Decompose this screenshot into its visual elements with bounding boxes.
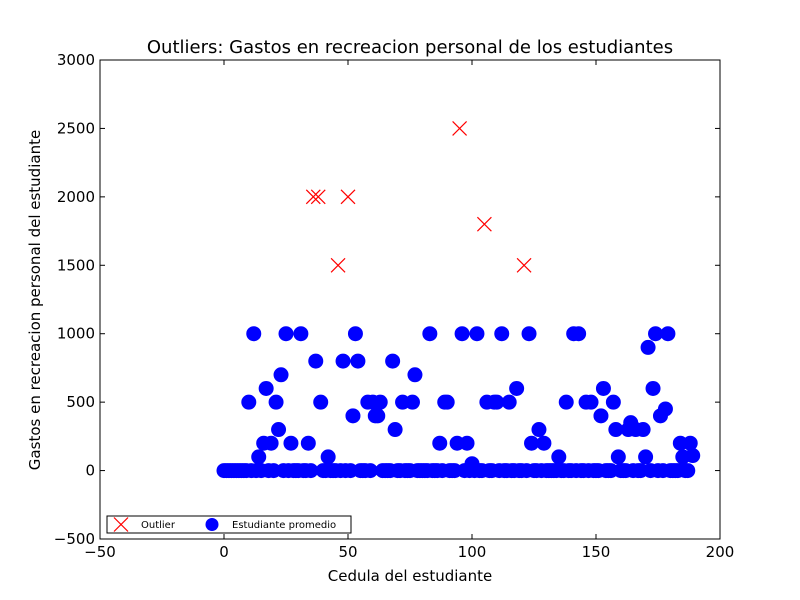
data-point-estudiante bbox=[660, 326, 676, 342]
data-point-estudiante bbox=[385, 353, 401, 369]
data-point-estudiante bbox=[251, 449, 267, 465]
data-point-estudiante bbox=[610, 449, 626, 465]
data-point-estudiante bbox=[268, 394, 284, 410]
data-point-estudiante bbox=[638, 449, 654, 465]
x-tick-label: 150 bbox=[582, 543, 611, 561]
data-point-estudiante bbox=[640, 339, 656, 355]
data-point-estudiante bbox=[293, 326, 309, 342]
data-point-outlier bbox=[476, 216, 492, 232]
data-point-estudiante bbox=[258, 380, 274, 396]
data-point-outlier bbox=[310, 189, 326, 205]
y-tick-label: 2500 bbox=[57, 119, 95, 137]
data-point-estudiante bbox=[246, 326, 262, 342]
data-point-estudiante bbox=[370, 408, 386, 424]
data-point-estudiante bbox=[459, 435, 475, 451]
data-point-estudiante bbox=[605, 394, 621, 410]
data-point-estudiante bbox=[422, 326, 438, 342]
data-point-estudiante bbox=[241, 394, 257, 410]
y-tick-label: 2000 bbox=[57, 188, 95, 206]
data-point-estudiante bbox=[278, 326, 294, 342]
x-tick-label: 100 bbox=[458, 543, 487, 561]
x-axis-label: Cedula del estudiante bbox=[328, 567, 492, 585]
data-point-estudiante bbox=[645, 380, 661, 396]
plot-frame bbox=[99, 59, 721, 540]
x-tick-label: 0 bbox=[219, 543, 229, 561]
data-marks bbox=[216, 121, 701, 479]
data-point-estudiante bbox=[571, 326, 587, 342]
data-point-estudiante bbox=[680, 463, 696, 479]
data-point-estudiante bbox=[682, 435, 698, 451]
data-point-estudiante bbox=[345, 408, 361, 424]
data-point-estudiante bbox=[271, 422, 287, 438]
data-point-estudiante bbox=[387, 422, 403, 438]
data-point-estudiante bbox=[454, 326, 470, 342]
data-point-estudiante bbox=[595, 380, 611, 396]
data-point-outlier bbox=[305, 189, 321, 205]
data-point-outlier bbox=[330, 257, 346, 273]
y-tick-label: 1000 bbox=[57, 325, 95, 343]
data-point-estudiante bbox=[509, 380, 525, 396]
data-point-estudiante bbox=[308, 353, 324, 369]
data-point-estudiante bbox=[657, 401, 673, 417]
chart-title: Outliers: Gastos en recreacion personal … bbox=[147, 37, 673, 58]
data-point-estudiante bbox=[439, 394, 455, 410]
data-point-estudiante bbox=[407, 367, 423, 383]
data-point-estudiante bbox=[320, 449, 336, 465]
axis-ticks: −50 0 50 100 150 200−500050010001500200025003… bbox=[54, 51, 735, 561]
data-point-estudiante bbox=[300, 435, 316, 451]
data-point-estudiante bbox=[531, 422, 547, 438]
legend-marker-outlier bbox=[113, 517, 129, 532]
data-point-estudiante bbox=[263, 435, 279, 451]
x-tick-label: 50 bbox=[338, 543, 357, 561]
y-tick-label: 500 bbox=[66, 393, 95, 411]
data-point-estudiante bbox=[593, 408, 609, 424]
legend-label: Estudiante promedio bbox=[232, 520, 336, 531]
data-point-estudiante bbox=[432, 435, 448, 451]
legend: Outlier Estudiante promedio bbox=[106, 515, 352, 534]
data-point-outlier bbox=[452, 121, 468, 136]
y-tick-label: 0 bbox=[85, 462, 95, 480]
data-point-estudiante bbox=[469, 326, 485, 342]
data-point-estudiante bbox=[583, 394, 599, 410]
data-point-estudiante bbox=[521, 326, 537, 342]
data-point-estudiante bbox=[273, 367, 289, 383]
data-point-estudiante bbox=[494, 326, 510, 342]
data-point-estudiante bbox=[283, 435, 299, 451]
x-tick-label: −50 bbox=[84, 543, 116, 561]
data-point-estudiante bbox=[551, 449, 567, 465]
data-point-estudiante bbox=[635, 422, 651, 438]
y-tick-label: 1500 bbox=[57, 256, 95, 274]
y-axis-label: Gastos en recreacion personal del estudi… bbox=[26, 130, 44, 470]
data-point-estudiante bbox=[536, 435, 552, 451]
legend-label: Outlier bbox=[141, 520, 176, 531]
y-tick-label: −500 bbox=[54, 530, 95, 548]
data-point-estudiante bbox=[303, 463, 319, 479]
data-point-estudiante bbox=[489, 394, 505, 410]
data-point-estudiante bbox=[685, 448, 701, 464]
data-point-estudiante bbox=[558, 394, 574, 410]
data-point-estudiante bbox=[350, 353, 366, 369]
data-point-estudiante bbox=[372, 394, 388, 410]
data-point-estudiante bbox=[335, 353, 351, 369]
x-tick-label: 200 bbox=[706, 543, 735, 561]
data-point-outlier bbox=[516, 257, 532, 273]
legend-marker-estudiante bbox=[205, 518, 219, 531]
data-point-estudiante bbox=[313, 394, 329, 410]
y-tick-label: 3000 bbox=[57, 51, 95, 69]
data-point-estudiante bbox=[347, 326, 363, 342]
data-point-outlier bbox=[340, 189, 356, 205]
data-point-estudiante bbox=[404, 394, 420, 410]
data-point-estudiante bbox=[501, 394, 517, 410]
legend-box bbox=[106, 515, 352, 534]
